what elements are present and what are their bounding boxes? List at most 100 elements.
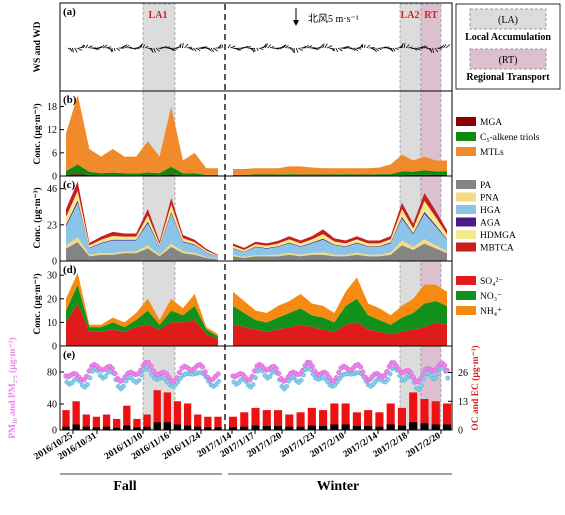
episode-label-la1: LA1 xyxy=(149,10,168,21)
oc-bar xyxy=(173,401,182,430)
ytick-label-b-3: 18 xyxy=(47,102,57,113)
pm10-marker xyxy=(444,367,450,373)
ytick-label-e-right-1: 13 xyxy=(458,397,468,408)
ec-bar xyxy=(240,426,249,430)
legend-swatch-PA xyxy=(456,180,476,189)
legend-la-code: (LA) xyxy=(498,15,518,26)
wind-vector xyxy=(219,44,222,49)
wind-vector xyxy=(258,47,264,50)
legend-label-AGA: AGA xyxy=(480,219,501,229)
pm10-marker xyxy=(202,369,208,375)
wind-vector xyxy=(355,47,362,50)
wind-vector xyxy=(254,47,256,52)
area-c-winter-series-4 xyxy=(233,200,447,252)
legend-rt-code: (RT) xyxy=(499,55,518,66)
ec-bar xyxy=(163,422,171,430)
wind-vector xyxy=(298,47,303,52)
wind-vector xyxy=(173,47,178,50)
wind-vector xyxy=(243,45,248,49)
area-c-winter-series-1 xyxy=(233,238,447,258)
pm10-marker xyxy=(163,371,170,377)
oc-bar xyxy=(113,418,121,430)
oc-bar xyxy=(194,414,202,430)
wind-vector xyxy=(445,44,451,49)
wind-vector xyxy=(85,44,89,49)
panel-label-a: (a) xyxy=(63,6,76,18)
pm10-marker xyxy=(148,363,154,369)
ec-bar xyxy=(386,424,395,430)
wind-vector xyxy=(122,44,128,49)
pm10-marker xyxy=(410,374,416,380)
oc-bar xyxy=(102,414,111,430)
pm10-marker xyxy=(309,363,315,369)
wind-vector xyxy=(94,47,100,50)
pm25-marker xyxy=(103,374,108,379)
legend-episodes: (LA) Local Accumulation (RT) Regional Tr… xyxy=(455,3,561,90)
episode-label-rt: RT xyxy=(424,10,438,21)
area-c-winter-series-2 xyxy=(233,213,447,257)
ec-bar xyxy=(341,424,350,430)
legend-swatch-MBTCA xyxy=(456,242,476,252)
legend-label-NO3: NO₃⁻ xyxy=(480,292,502,302)
pm10-marker xyxy=(109,365,115,372)
wind-vector xyxy=(197,47,204,49)
wind-vector xyxy=(76,47,83,51)
pm25-marker xyxy=(334,379,340,385)
wind-vector xyxy=(280,44,286,49)
ec-bar xyxy=(442,424,452,430)
legend-label-MTLs: MTLs xyxy=(480,148,504,158)
wind-vector xyxy=(403,43,406,49)
wind-vector xyxy=(124,44,130,49)
ec-bar xyxy=(204,427,212,430)
pm10-marker xyxy=(441,362,448,368)
ec-bar xyxy=(173,424,182,430)
ec-bar xyxy=(123,425,131,430)
legend-label-C5: C₅-alkene triols xyxy=(480,133,540,143)
ec-bar xyxy=(409,422,418,430)
wind-vector xyxy=(335,47,339,52)
wind-vector xyxy=(307,45,313,49)
pm25-marker xyxy=(136,377,142,383)
ec-bar xyxy=(183,425,192,430)
wind-vector xyxy=(337,47,343,52)
wind-vector xyxy=(295,47,299,53)
legend-label-PNA: PNA xyxy=(480,194,499,204)
wind-vector xyxy=(377,47,382,50)
wind-vector xyxy=(251,47,255,53)
season-label-fall: Fall xyxy=(113,479,136,494)
wind-vector xyxy=(83,45,86,49)
wind-vector xyxy=(322,43,325,49)
legend-label-HDMGA: HDMGA xyxy=(480,231,516,241)
oc-bar xyxy=(319,410,328,430)
wind-vector xyxy=(171,47,176,52)
legend-label-MBTCA: MBTCA xyxy=(480,244,514,254)
wind-vector xyxy=(350,47,356,51)
area-c-fall-series-0 xyxy=(66,242,218,261)
pm10-marker xyxy=(336,369,342,376)
wind-vector xyxy=(434,47,439,53)
ylabel-e-left: PM₁₀ and PM₂.₅ (µg·m⁻³) xyxy=(7,337,18,438)
ylabel-a: WS and WD xyxy=(33,21,43,72)
legend-swatch-MGA xyxy=(456,117,476,126)
wind-vector xyxy=(372,47,377,53)
pm10-marker xyxy=(360,369,366,375)
area-d-fall-series-0 xyxy=(66,303,218,346)
pm10-marker xyxy=(324,371,330,377)
wind-vector xyxy=(100,44,105,49)
ec-bar xyxy=(143,426,151,430)
ec-bar xyxy=(82,426,90,430)
wind-vector xyxy=(265,43,269,49)
wind-vector xyxy=(138,43,143,49)
oc-bar xyxy=(251,407,260,430)
oc-bar xyxy=(442,403,452,430)
ylabel-c: Conc. (µg·m⁻³) xyxy=(32,187,43,248)
oc-bar xyxy=(163,392,171,430)
legend-swatch-PNA xyxy=(456,192,476,202)
pm25-marker xyxy=(123,378,129,384)
ec-bar xyxy=(296,426,305,430)
wind-vector xyxy=(333,47,335,52)
ytick-label-e-left-0: 0 xyxy=(52,426,57,437)
ec-bar xyxy=(397,425,407,430)
wind-vector xyxy=(144,45,149,49)
xtick-label-12: 2017/2/20 xyxy=(405,431,443,460)
